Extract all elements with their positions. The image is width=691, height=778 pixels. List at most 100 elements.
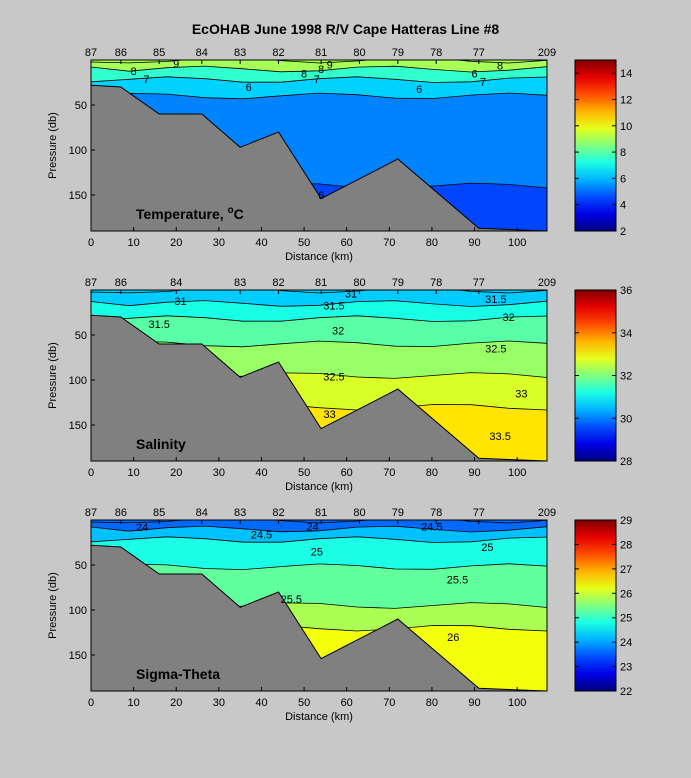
sigma-theta-contour-label: 26 bbox=[447, 632, 459, 644]
sigma-theta-x-tick-label: 10 bbox=[127, 697, 139, 709]
salinity-station-label: 82 bbox=[272, 277, 284, 289]
temperature-colorbar bbox=[574, 59, 617, 232]
salinity-colorbar-tick-label: 32 bbox=[620, 371, 632, 383]
salinity-x-tick-label: 40 bbox=[255, 467, 267, 479]
sigma-theta-station-label: 83 bbox=[234, 507, 246, 519]
sigma-theta-x-tick-label: 50 bbox=[298, 697, 310, 709]
temperature-colorbar-tick-label: 2 bbox=[620, 226, 626, 238]
sigma-theta-colorbar-tick-label: 23 bbox=[620, 662, 632, 674]
salinity-x-tick-label: 20 bbox=[170, 467, 182, 479]
temperature-y-axis-label: Pressure (db) bbox=[47, 112, 59, 179]
sigma-theta-contour-label: 25.5 bbox=[281, 594, 302, 606]
temperature-contour-label: 7 bbox=[480, 77, 486, 89]
temperature-contour-label: 8 bbox=[301, 69, 307, 81]
salinity-colorbar-tick-label: 28 bbox=[620, 456, 632, 468]
temperature-contour-label: 7 bbox=[314, 74, 320, 86]
salinity-colorbar-tick-label: 34 bbox=[620, 328, 632, 340]
sigma-theta-seafloor bbox=[91, 544, 547, 691]
temperature-colorbar-tick-label: 10 bbox=[620, 121, 632, 133]
salinity-station-label: 81 bbox=[315, 277, 327, 289]
salinity-colorbar bbox=[574, 289, 617, 462]
salinity-y-tick-label: 100 bbox=[69, 375, 87, 387]
salinity-station-label: 83 bbox=[234, 277, 246, 289]
temperature-station-label: 83 bbox=[234, 47, 246, 59]
sigma-theta-axes-box bbox=[90, 519, 548, 692]
salinity-station-label: 84 bbox=[170, 277, 182, 289]
sigma-theta-station-label: 82 bbox=[272, 507, 284, 519]
salinity-contour-label: 31 bbox=[345, 289, 357, 301]
salinity-x-tick-label: 100 bbox=[508, 467, 526, 479]
sigma-theta-station-label: 85 bbox=[153, 507, 165, 519]
temperature-panel-label: Temperature, oC bbox=[136, 205, 244, 222]
salinity-y-tick-label: 150 bbox=[69, 420, 87, 432]
temperature-contour-label: 6 bbox=[471, 69, 477, 81]
salinity-station-label: 86 bbox=[115, 277, 127, 289]
sigma-theta-x-tick-label: 100 bbox=[508, 697, 526, 709]
sigma-theta-contour-label: 25 bbox=[481, 542, 493, 554]
salinity-contour-label: 32.5 bbox=[323, 371, 344, 383]
temperature-contour-label: 8 bbox=[131, 66, 137, 78]
temperature-axes-box bbox=[90, 59, 548, 232]
sigma-theta-y-tick-label: 50 bbox=[75, 560, 87, 572]
temperature-x-tick-label: 70 bbox=[383, 237, 395, 249]
temperature-y-tick-label: 150 bbox=[69, 190, 87, 202]
salinity-station-label: 87 bbox=[85, 277, 97, 289]
salinity-x-tick-label: 0 bbox=[88, 467, 94, 479]
temperature-colorbar-tick-label: 12 bbox=[620, 94, 632, 106]
sigma-theta-x-tick-label: 90 bbox=[468, 697, 480, 709]
salinity-contour-label: 32 bbox=[503, 312, 515, 324]
temperature-x-tick-label: 0 bbox=[88, 237, 94, 249]
salinity-x-tick-label: 50 bbox=[298, 467, 310, 479]
temperature-station-label: 85 bbox=[153, 47, 165, 59]
salinity-station-label: 209 bbox=[538, 277, 556, 289]
sigma-theta-chart: 24 24 24.5 24.5 25 25 25.5 25.5 26 0 10 20 30 40 50 60 7… bbox=[47, 507, 632, 723]
salinity-x-tick-label: 80 bbox=[426, 467, 438, 479]
sigma-theta-colorbar-tick-label: 28 bbox=[620, 539, 632, 551]
sigma-theta-y-tick-label: 150 bbox=[69, 650, 87, 662]
temperature-colorbar-tick-label: 14 bbox=[620, 68, 632, 80]
sigma-theta-station-label: 79 bbox=[392, 507, 404, 519]
sigma-theta-contour-label: 25.5 bbox=[447, 574, 468, 586]
salinity-station-label: 80 bbox=[353, 277, 365, 289]
temperature-contour-label: 8 bbox=[318, 64, 324, 76]
temperature-x-tick-label: 10 bbox=[127, 237, 139, 249]
temperature-contour-label: 6 bbox=[246, 82, 252, 94]
salinity-y-tick-label: 50 bbox=[75, 330, 87, 342]
salinity-axes-box bbox=[90, 289, 548, 462]
salinity-contour-label: 32 bbox=[332, 326, 344, 338]
temperature-x-tick-label: 60 bbox=[341, 237, 353, 249]
temperature-station-label: 79 bbox=[392, 47, 404, 59]
temperature-x-tick-label: 80 bbox=[426, 237, 438, 249]
temperature-contour-label: 9 bbox=[327, 60, 333, 72]
temperature-station-label: 82 bbox=[272, 47, 284, 59]
sigma-theta-station-label: 78 bbox=[430, 507, 442, 519]
temperature-contour-label: 6 bbox=[416, 84, 422, 96]
temperature-contour-label: 8 bbox=[497, 60, 503, 72]
sigma-theta-colorbar-tick-label: 24 bbox=[620, 637, 632, 649]
sigma-theta-colorbar bbox=[574, 519, 617, 692]
salinity-colorbar-tick-label: 36 bbox=[620, 285, 632, 297]
salinity-contour-label: 33 bbox=[324, 409, 336, 421]
sigma-theta-station-label: 80 bbox=[353, 507, 365, 519]
temperature-station-label: 209 bbox=[538, 47, 556, 59]
salinity-y-axis-label: Pressure (db) bbox=[47, 342, 59, 409]
salinity-station-label: 77 bbox=[473, 277, 485, 289]
temperature-x-tick-label: 50 bbox=[298, 237, 310, 249]
sigma-theta-station-label: 209 bbox=[538, 507, 556, 519]
salinity-x-tick-label: 60 bbox=[341, 467, 353, 479]
sigma-theta-contour-label: 24.5 bbox=[421, 521, 442, 533]
salinity-colorbar-tick-label: 30 bbox=[620, 413, 632, 425]
sigma-theta-colorbar-tick-label: 22 bbox=[620, 686, 632, 698]
sigma-theta-station-label: 81 bbox=[315, 507, 327, 519]
temperature-station-label: 77 bbox=[473, 47, 485, 59]
temperature-y-tick-label: 50 bbox=[75, 100, 87, 112]
temperature-colorbar-tick-label: 4 bbox=[620, 200, 626, 212]
salinity-contour-label: 33.5 bbox=[489, 431, 510, 443]
sigma-theta-colorbar-tick-label: 26 bbox=[620, 588, 632, 600]
sigma-theta-x-tick-label: 20 bbox=[170, 697, 182, 709]
temperature-x-tick-label: 40 bbox=[255, 237, 267, 249]
temperature-station-label: 78 bbox=[430, 47, 442, 59]
sigma-theta-panel-label: Sigma-Theta bbox=[136, 666, 220, 682]
salinity-contour-label: 32.5 bbox=[485, 344, 506, 356]
